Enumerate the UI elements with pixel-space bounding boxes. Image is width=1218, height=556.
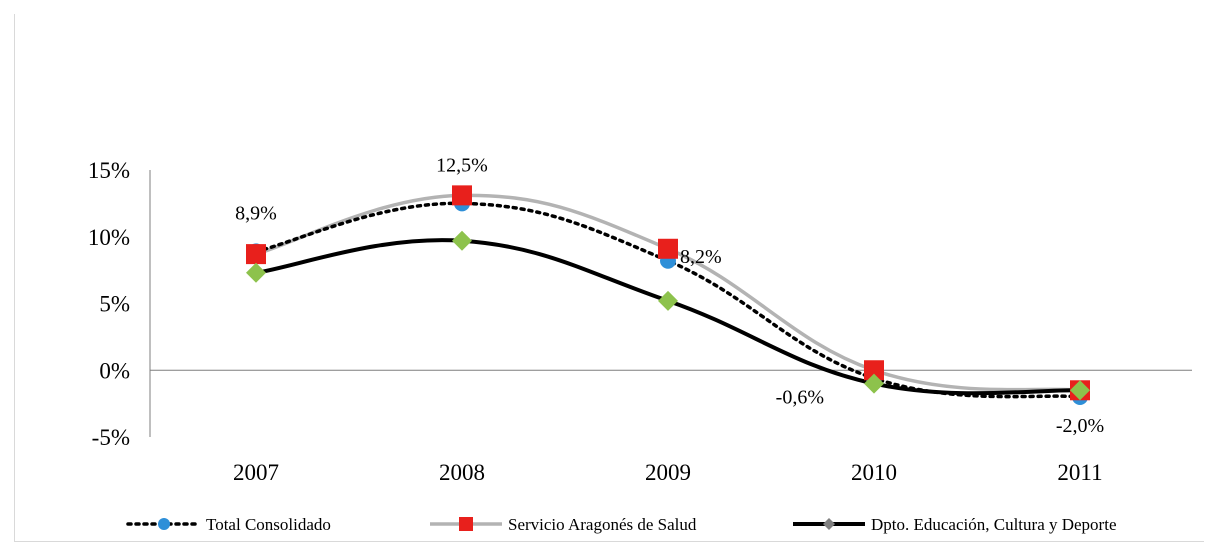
square-marker: [658, 238, 678, 259]
x-tick-label: 2008: [439, 460, 485, 485]
diamond-marker: [1070, 380, 1090, 401]
data-label: 8,9%: [235, 202, 277, 224]
diamond-marker: [658, 290, 678, 311]
frame-border-bottom: [14, 541, 1204, 542]
data-label: 8,2%: [680, 246, 722, 268]
legend: Total Consolidado Servicio Aragonés de Sa…: [126, 515, 1117, 534]
data-label: -0,6%: [776, 386, 824, 408]
diamond-marker: [864, 373, 884, 394]
x-tick-label: 2009: [645, 460, 691, 485]
diamond-marker: [246, 262, 266, 283]
markers-layer: [246, 185, 1090, 405]
y-tick-label: 5%: [99, 292, 130, 317]
y-tick-label: -5%: [92, 425, 130, 450]
legend-square-marker: [459, 517, 473, 531]
x-tick-label: 2010: [851, 460, 897, 485]
diamond-marker: [452, 230, 472, 251]
data-label: -2,0%: [1056, 415, 1104, 437]
x-tick-label: 2011: [1057, 460, 1102, 485]
y-tick-label: 10%: [88, 225, 130, 250]
square-marker: [246, 244, 266, 265]
data-labels-layer: 8,9% 12,5% 8,2% -0,6% -2,0%: [235, 154, 1104, 437]
legend-label: Servicio Aragonés de Salud: [508, 515, 697, 534]
frame-border-left: [14, 14, 15, 542]
chart-axes: -5% 0% 5% 10% 15% 2007 2008 2009 2010 2011: [88, 158, 1192, 485]
square-marker: [864, 360, 884, 381]
data-label: 12,5%: [436, 154, 488, 176]
legend-label: Total Consolidado: [206, 515, 331, 534]
x-tick-label: 2007: [233, 460, 279, 485]
square-marker: [452, 185, 472, 206]
y-tick-label: 0%: [99, 358, 130, 383]
legend-label: Dpto. Educación, Cultura y Deporte: [871, 515, 1117, 534]
y-tick-label: 15%: [88, 158, 130, 183]
legend-diamond-marker: [823, 518, 835, 530]
legend-circle-marker: [158, 518, 170, 530]
